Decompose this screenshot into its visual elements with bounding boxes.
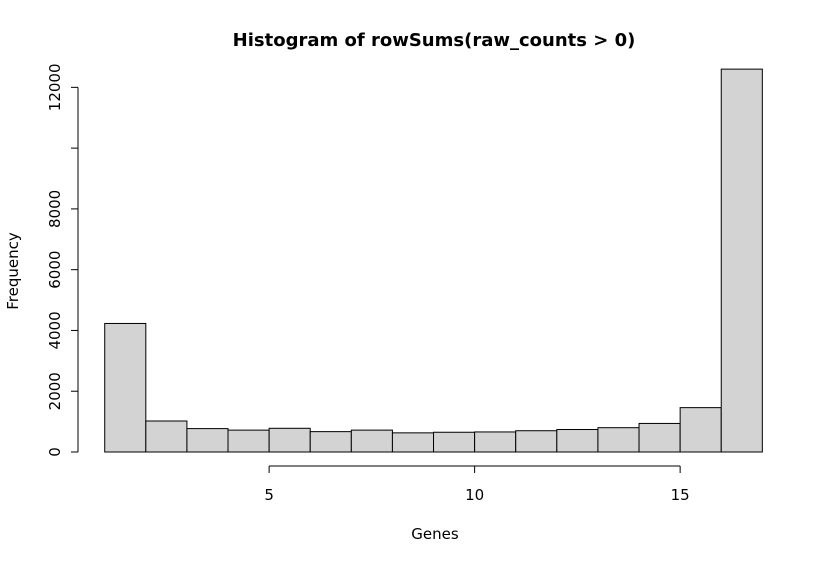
histogram-bar (104, 322, 147, 453)
histogram-bar (597, 427, 640, 453)
x-tick-label: 5 (264, 486, 274, 504)
y-tick-label: 12000 (46, 63, 64, 111)
histogram-bar (720, 68, 763, 453)
y-tick-label: 8000 (46, 190, 64, 228)
chart-title: Histogram of rowSums(raw_counts > 0) (233, 30, 636, 51)
y-tick-label: 2000 (46, 372, 64, 410)
histogram-bar (433, 431, 476, 453)
y-axis-label: Frequency (4, 232, 22, 310)
histogram-bar (268, 427, 311, 453)
histogram-bar (679, 407, 722, 453)
histogram-bar (515, 430, 558, 453)
histogram-bar (145, 420, 188, 453)
histogram-bar (474, 431, 517, 453)
x-tick-label: 10 (465, 486, 484, 504)
histogram-bar (556, 429, 599, 453)
y-tick-label: 0 (46, 447, 64, 457)
x-axis: 5 10 15 (264, 465, 690, 504)
y-tick-label: 4000 (46, 311, 64, 349)
histogram-bar (186, 428, 229, 453)
bars-group (104, 68, 763, 453)
y-tick-label: 6000 (46, 251, 64, 289)
histogram-bar (638, 422, 681, 453)
y-axis: 0 2000 4000 6000 8000 12000 (46, 63, 79, 457)
histogram-bar (391, 432, 435, 453)
histogram-bar (350, 429, 393, 453)
x-tick-label: 15 (671, 486, 690, 504)
histogram-bar (309, 431, 352, 453)
x-axis-label: Genes (411, 525, 459, 543)
histogram-bar (227, 429, 270, 453)
